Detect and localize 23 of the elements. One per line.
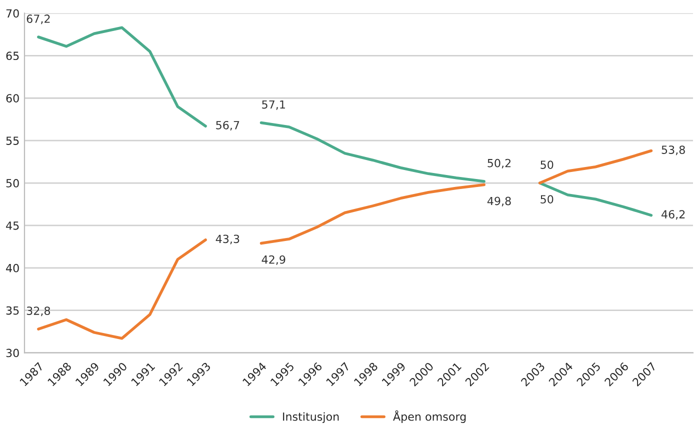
data-label: 50 [540, 160, 554, 169]
y-tick-label: 65 [6, 52, 19, 60]
data-label: 50 [540, 195, 554, 204]
y-tick-label: 50 [6, 178, 19, 188]
y-tick-label: 60 [6, 94, 19, 102]
data-label: 53,8 [662, 146, 685, 156]
data-label: 49,8 [487, 196, 511, 206]
y-tick-label: 45 [6, 222, 19, 230]
data-label: 57,1 [262, 100, 285, 110]
data-label: 67,2 [26, 14, 50, 24]
data-label: 50,2 [488, 158, 511, 168]
y-tick-label: 40 [6, 264, 19, 272]
data-label: 43,3 [216, 234, 240, 244]
data-label: 46,2 [662, 210, 685, 220]
data-label: 42,9 [262, 255, 286, 265]
legend-label: Åpen omsorg [393, 410, 466, 423]
legend-label: Institusjon [283, 412, 339, 423]
y-tick-label: 35 [6, 306, 19, 315]
y-tick-label: 30 [6, 348, 19, 358]
data-label: 56,7 [216, 120, 240, 130]
data-label: 32,8 [26, 306, 50, 316]
y-tick-label: 70 [6, 9, 19, 18]
y-tick-label: 55 [6, 136, 19, 145]
